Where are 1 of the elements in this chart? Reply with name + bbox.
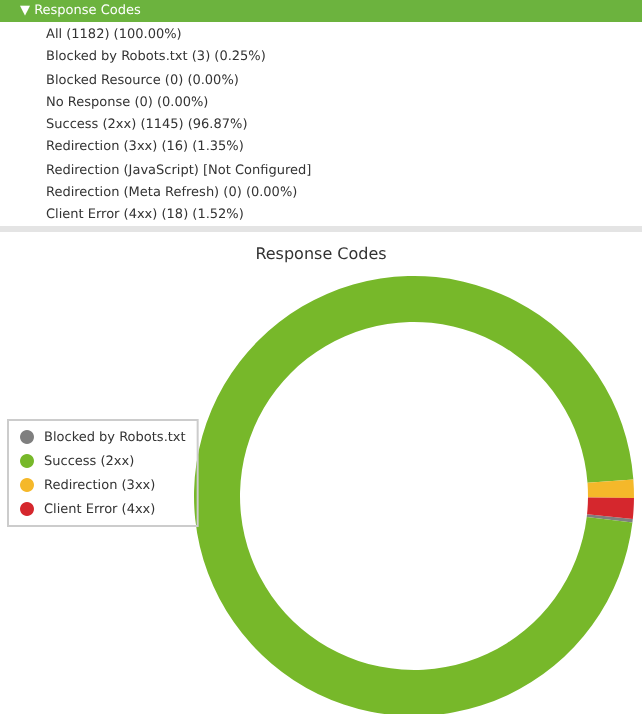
chart-title: Response Codes [255, 245, 387, 263]
